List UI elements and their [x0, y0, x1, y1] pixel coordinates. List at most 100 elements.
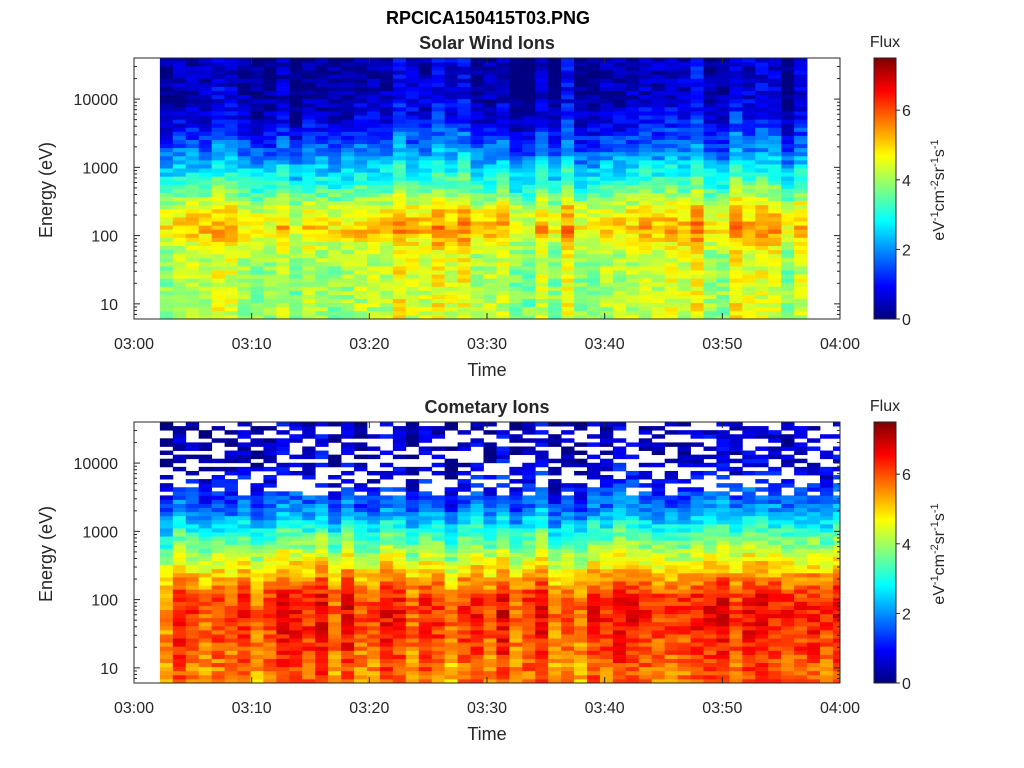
solar-wind-heatmap-cell: [509, 286, 523, 291]
cometary-heatmap-cell: [392, 634, 407, 639]
solar-wind-heatmap-cell: [768, 282, 782, 287]
solar-wind-heatmap-cell: [716, 290, 730, 295]
solar-wind-heatmap-cell: [366, 192, 381, 198]
solar-wind-heatmap-cell: [457, 115, 471, 120]
solar-wind-heatmap-cell: [159, 143, 174, 149]
solar-wind-heatmap-cell: [405, 127, 420, 132]
solar-wind-heatmap-cell: [198, 98, 213, 104]
solar-wind-x-tick-label: 04:00: [820, 336, 860, 353]
cometary-heatmap-cell: [392, 601, 407, 606]
solar-wind-heatmap-cell: [703, 131, 717, 136]
solar-wind-heatmap-cell: [315, 286, 329, 291]
solar-wind-heatmap-cell: [341, 245, 355, 251]
solar-wind-heatmap-cell: [690, 176, 704, 181]
cometary-heatmap-cell: [211, 634, 225, 639]
cometary-heatmap-cell: [315, 499, 329, 504]
solar-wind-heatmap-cell: [328, 172, 342, 177]
solar-wind-heatmap-cell: [159, 159, 174, 165]
solar-wind-heatmap-cell: [548, 143, 562, 149]
cometary-heatmap-cell: [198, 479, 213, 484]
solar-wind-heatmap-cell: [496, 249, 510, 255]
solar-wind-heatmap-cell: [263, 241, 277, 246]
cometary-heatmap-cell: [470, 658, 484, 664]
cometary-heatmap-cell: [341, 638, 355, 643]
solar-wind-heatmap-cell: [366, 302, 381, 308]
solar-wind-heatmap-cell: [729, 62, 743, 67]
cometary-heatmap-cell: [366, 568, 381, 574]
cometary-heatmap-cell: [483, 658, 497, 664]
solar-wind-heatmap-cell: [159, 286, 174, 291]
cometary-heatmap-cell: [224, 438, 238, 443]
solar-wind-heatmap-cell: [587, 294, 601, 300]
solar-wind-heatmap-cell: [198, 66, 213, 71]
solar-wind-heatmap-cell: [548, 208, 562, 214]
solar-wind-heatmap-cell: [315, 94, 329, 100]
cometary-heatmap-cell: [302, 528, 316, 533]
solar-wind-heatmap-cell: [587, 229, 601, 234]
solar-wind-heatmap-cell: [483, 265, 497, 271]
solar-wind-heatmap-cell: [703, 90, 717, 96]
solar-wind-heatmap-cell: [405, 282, 420, 287]
solar-wind-heatmap-cell: [289, 274, 303, 279]
solar-wind-heatmap-cell: [599, 66, 614, 71]
solar-wind-heatmap-cell: [599, 98, 614, 104]
solar-wind-heatmap-cell: [755, 111, 769, 116]
solar-wind-heatmap-cell: [341, 172, 355, 177]
solar-wind-heatmap-cell: [418, 135, 433, 140]
solar-wind-heatmap-cell: [509, 204, 523, 210]
cometary-heatmap-cell: [276, 593, 290, 598]
cometary-heatmap-cell: [535, 670, 549, 676]
solar-wind-heatmap-cell: [729, 192, 743, 198]
solar-wind-heatmap-cell: [677, 253, 691, 259]
solar-wind-heatmap-cell: [664, 196, 679, 202]
cometary-heatmap-cell: [496, 560, 510, 566]
solar-wind-heatmap-cell: [561, 159, 575, 165]
solar-wind-heatmap-cell: [496, 217, 510, 222]
solar-wind-heatmap-cell: [548, 298, 562, 304]
cometary-heatmap-cell: [509, 609, 523, 615]
solar-wind-heatmap-cell: [392, 270, 407, 275]
solar-wind-heatmap-cell: [716, 253, 730, 259]
solar-wind-heatmap-cell: [612, 78, 627, 83]
cometary-heatmap-cell: [444, 532, 458, 537]
solar-wind-heatmap-cell: [587, 70, 601, 75]
solar-wind-heatmap-cell: [366, 237, 381, 242]
cometary-heatmap-cell: [250, 625, 264, 631]
cometary-heatmap-cell: [431, 670, 446, 676]
solar-wind-heatmap-cell: [703, 229, 717, 234]
cometary-heatmap-cell: [444, 650, 458, 655]
solar-wind-heatmap-cell: [315, 290, 329, 295]
cometary-heatmap-cell: [237, 446, 251, 451]
solar-wind-heatmap-cell: [625, 200, 640, 206]
solar-wind-heatmap-cell: [185, 119, 200, 124]
solar-wind-heatmap-cell: [703, 139, 717, 145]
solar-wind-heatmap-cell: [496, 302, 510, 308]
cometary-heatmap-cell: [418, 556, 433, 562]
solar-wind-heatmap-cell: [664, 229, 679, 234]
cometary-heatmap-cell: [431, 617, 446, 623]
solar-wind-heatmap-cell: [263, 164, 277, 169]
solar-wind-heatmap-cell: [638, 62, 653, 67]
solar-wind-heatmap-cell: [768, 115, 782, 120]
solar-wind-heatmap-cell: [755, 286, 769, 291]
cometary-heatmap-cell: [289, 503, 303, 509]
solar-wind-heatmap-cell: [444, 237, 458, 242]
cometary-heatmap-cell: [509, 658, 523, 664]
solar-wind-heatmap-cell: [315, 241, 329, 246]
solar-wind-heatmap-cell: [211, 159, 225, 165]
cometary-heatmap-cell: [405, 556, 420, 562]
solar-wind-heatmap-cell: [638, 155, 653, 161]
solar-wind-heatmap-cell: [599, 241, 614, 246]
solar-wind-heatmap-cell: [535, 274, 549, 279]
solar-wind-heatmap-cell: [794, 123, 808, 128]
solar-wind-heatmap-cell: [444, 82, 458, 87]
cometary-heatmap-cell: [496, 499, 510, 504]
solar-wind-heatmap-cell: [379, 115, 394, 120]
cometary-heatmap-cell: [444, 470, 458, 476]
solar-wind-heatmap-cell: [379, 147, 394, 153]
cometary-heatmap-cell: [341, 597, 355, 602]
solar-wind-heatmap-cell: [354, 294, 368, 300]
solar-wind-heatmap-cell: [392, 225, 407, 230]
solar-wind-heatmap-cell: [328, 78, 342, 83]
solar-wind-heatmap-cell: [392, 282, 407, 287]
